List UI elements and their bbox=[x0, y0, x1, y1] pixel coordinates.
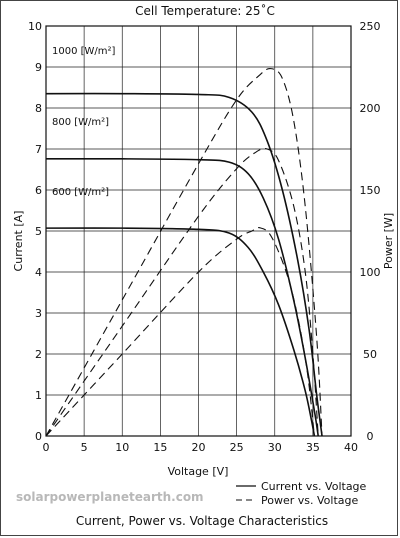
y-left-tick-label: 10 bbox=[28, 20, 42, 33]
x-tick-label: 25 bbox=[230, 441, 244, 454]
y-right-tick-label: 250 bbox=[360, 20, 381, 33]
series-line-power-5 bbox=[45, 226, 315, 437]
chart-title: Cell Temperature: 25˚C bbox=[135, 3, 275, 18]
y-left-tick-label: 5 bbox=[35, 225, 42, 238]
y-axis-left-label: Current [A] bbox=[12, 211, 25, 272]
legend-power-label: Power vs. Voltage bbox=[261, 494, 358, 507]
y-left-tick-label: 3 bbox=[35, 307, 42, 320]
y-axis-right-label: Power [W] bbox=[382, 213, 395, 269]
series-line-current-4 bbox=[45, 227, 316, 437]
grid-layer bbox=[46, 26, 351, 436]
x-tick-label: 40 bbox=[344, 441, 358, 454]
watermark-text: solarpowerplanetearth.com bbox=[16, 490, 204, 504]
legend-current-label: Current vs. Voltage bbox=[261, 480, 367, 493]
series-line-current-0 bbox=[45, 92, 323, 437]
y-left-tick-label: 4 bbox=[35, 266, 42, 279]
series-line-power-1 bbox=[45, 68, 323, 437]
x-tick-label: 10 bbox=[115, 441, 129, 454]
y-right-tick-label: 50 bbox=[363, 348, 377, 361]
x-axis-label: Voltage [V] bbox=[168, 465, 229, 478]
series-line-power-3 bbox=[45, 147, 319, 437]
series-line-current-2 bbox=[45, 157, 320, 437]
plot-border bbox=[45, 25, 352, 437]
y-right-tick-label: 100 bbox=[360, 266, 381, 279]
y-left-tick-label: 1 bbox=[35, 389, 42, 402]
y-left-tick-label: 2 bbox=[35, 348, 42, 361]
y-right-tick-label: 150 bbox=[360, 184, 381, 197]
y-left-tick-label: 7 bbox=[35, 143, 42, 156]
x-tick-label: 15 bbox=[153, 441, 167, 454]
irradiance-label-1000: 1000 [W/m²] bbox=[52, 46, 116, 57]
chart-caption: Current, Power vs. Voltage Characteristi… bbox=[76, 514, 328, 528]
x-tick-label: 20 bbox=[192, 441, 206, 454]
irradiance-label-800: 800 [W/m²] bbox=[52, 117, 109, 128]
y-left-tick-label: 9 bbox=[35, 61, 42, 74]
y-left-tick-label: 8 bbox=[35, 102, 42, 115]
x-tick-label: 30 bbox=[268, 441, 282, 454]
series-layer bbox=[45, 68, 323, 437]
x-tick-label: 5 bbox=[81, 441, 88, 454]
axis-layer: 0 5 10 15 20 25 30 35 40012345678910050100150200… bbox=[28, 20, 381, 454]
x-tick-label: 35 bbox=[306, 441, 320, 454]
y-left-tick-label: 0 bbox=[35, 430, 42, 443]
y-right-tick-label: 0 bbox=[367, 430, 374, 443]
y-right-tick-label: 200 bbox=[360, 102, 381, 115]
irradiance-label-600: 600 [W/m²] bbox=[52, 187, 109, 198]
x-tick-label: 0 bbox=[43, 441, 50, 454]
y-left-tick-label: 6 bbox=[35, 184, 42, 197]
